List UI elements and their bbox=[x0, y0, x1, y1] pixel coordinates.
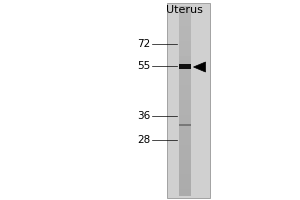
Text: 36: 36 bbox=[137, 111, 150, 121]
Text: 72: 72 bbox=[137, 39, 150, 49]
Text: 28: 28 bbox=[137, 135, 150, 145]
Bar bbox=[178, 64, 190, 69]
Text: Uterus: Uterus bbox=[166, 5, 203, 15]
Text: 55: 55 bbox=[137, 61, 150, 71]
Polygon shape bbox=[194, 62, 206, 72]
Bar bbox=[178, 124, 190, 126]
Bar bbox=[167, 3, 210, 198]
